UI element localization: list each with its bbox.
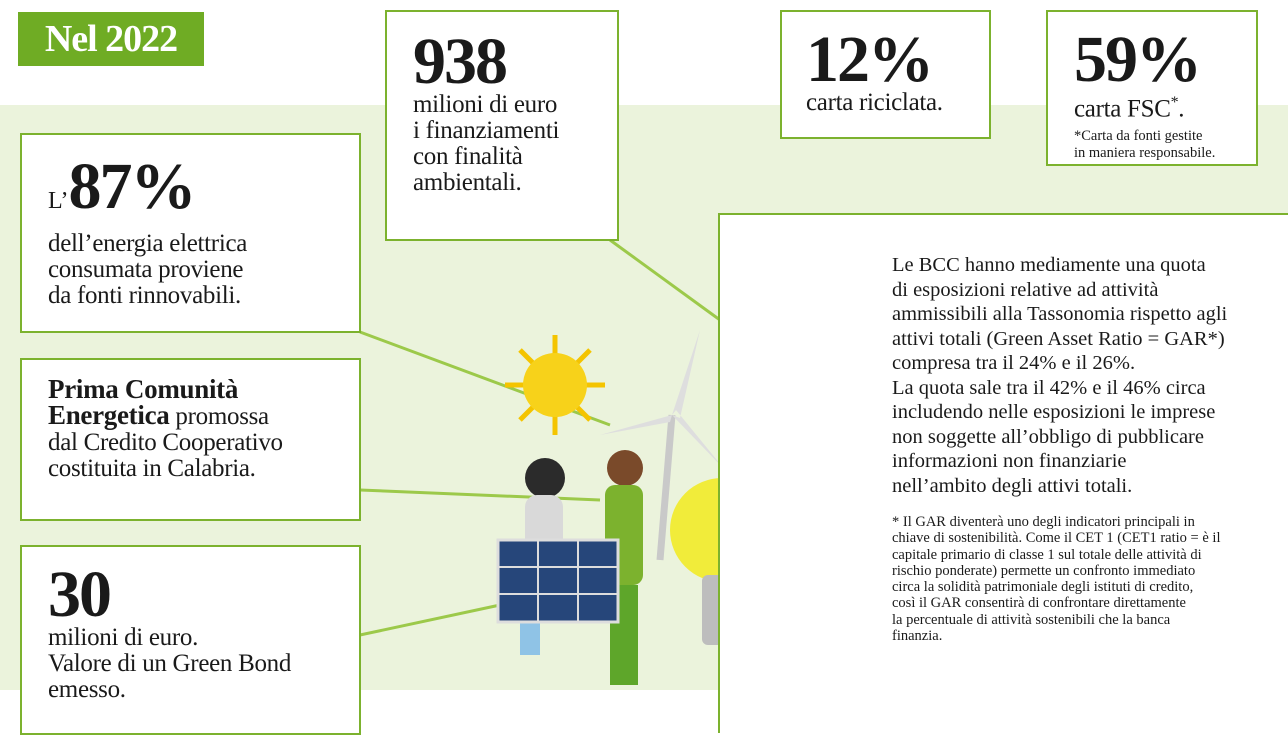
text-line: costituita in Calabria. (48, 455, 256, 482)
title-line: Prima Comunità (48, 374, 239, 404)
text-line: emesso. (48, 676, 126, 703)
text-line: milioni di euro (413, 91, 558, 118)
text-line: dal Credito Cooperativo (48, 429, 283, 456)
paragraph-line: non soggette all’obbligo di pubblicare (892, 425, 1204, 448)
figure: 59% (1074, 23, 1202, 96)
footnote-line: così il GAR consentirà di confrontare di… (892, 595, 1186, 612)
paragraph-line: informazioni non finanziarie (892, 450, 1127, 472)
footnote-line: finanzia. (892, 628, 943, 645)
paragraph-line: attivi totali (Green Asset Ratio = GAR*) (892, 327, 1225, 350)
recycled-box: 12% carta riciclata. (780, 10, 991, 139)
paragraph-line: includendo nelle esposizioni le imprese (892, 401, 1216, 423)
sun (505, 335, 605, 435)
text-line: milioni di euro. (48, 624, 199, 651)
footnote: * Il GAR diventerà uno degli indicatori … (892, 514, 1288, 644)
financing-box: 938 milioni di euro i finanziamenti con … (385, 10, 619, 241)
text-line: consumata proviene (48, 256, 244, 283)
text: carta FSC (1074, 95, 1171, 123)
footnote-line: chiave di sostenibilità. Come il CET 1 (… (892, 530, 1221, 547)
energy-box: L’87% dell’energia elettrica consumata p… (20, 133, 361, 333)
bond-box: 30 milioni di euro. Valore di un Green B… (20, 545, 361, 735)
header-title: Nel 2022 (18, 12, 204, 66)
paragraph-line: La quota sale tra il 42% e il 46% circa (892, 376, 1206, 399)
text: . (1178, 95, 1185, 123)
community-box: Prima Comunità Energetica promossa dal C… (20, 358, 361, 521)
asterisk: * (1170, 94, 1179, 111)
text-line: carta FSC*. (1074, 90, 1256, 122)
text-line: carta riciclata. (806, 89, 943, 116)
paragraph-line: nell’ambito degli attivi totali. (892, 474, 1133, 497)
note-line: in maniera responsabile. (1074, 144, 1216, 161)
text-line: da fonti rinnovabili. (48, 282, 241, 309)
fsc-box: 59% carta FSC*. *Carta da fonti gestite … (1046, 10, 1258, 166)
paragraph: Le BCC hanno mediamente una quota di espo… (892, 253, 1288, 498)
paragraph-line: di esposizioni relative ad attività (892, 278, 1159, 301)
solar-panel (496, 538, 620, 624)
figure: 30 (48, 558, 112, 631)
text-line: Valore di un Green Bond (48, 650, 292, 677)
figure: 938 (413, 25, 508, 98)
text-line: dell’energia elettrica (48, 230, 248, 257)
footnote-line: capitale primario di classe 1 sul totale… (892, 546, 1202, 563)
figure: 87% (68, 150, 196, 223)
text-line: i finanziamenti (413, 117, 560, 144)
prefix: L’ (48, 188, 69, 214)
paragraph-line: ammissibili alla Tassonomia rispetto agl… (892, 303, 1228, 325)
text-line: con finalità (413, 143, 523, 170)
footnote-line: * Il GAR diventerà uno degli indicatori … (892, 514, 1195, 530)
text-line: ambientali. (413, 169, 522, 196)
page: Nel 2022 938 milioni di euro i finanziam… (0, 10, 1288, 735)
wind-turbine (600, 330, 725, 561)
title-line: Energetica (48, 400, 170, 430)
footnote-line: rischio ponderate) permette un confronto… (892, 562, 1196, 579)
footnote-line: la percentuale di attività sostenibili c… (892, 611, 1171, 628)
footnote-line: circa la solidità patrimoniale degli ist… (892, 579, 1194, 596)
note-line: *Carta da fonti gestite (1074, 128, 1203, 145)
text-line: promossa (175, 403, 269, 430)
paragraph-line: compresa tra il 24% e il 26%. (892, 352, 1136, 374)
figure: 12% (806, 23, 934, 96)
paragraph-line: Le BCC hanno mediamente una quota (892, 254, 1206, 276)
gar-box: Le BCC hanno mediamente una quota di espo… (718, 213, 1288, 733)
